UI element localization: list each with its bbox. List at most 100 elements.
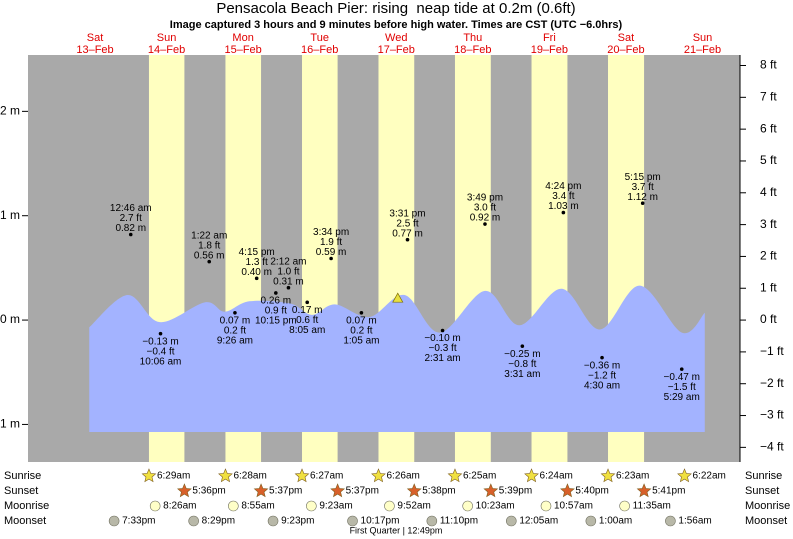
moonset-icon [665, 515, 676, 527]
row-label: Moonset [4, 515, 46, 527]
moonrise-icon [619, 500, 630, 512]
moonrise-icon [228, 500, 239, 512]
y2-tick-label: 1 ft [760, 280, 777, 294]
weekday-label: Fri [543, 32, 556, 44]
sunset-icon [253, 483, 269, 498]
moonrise-icon [149, 500, 161, 512]
extreme-dot [483, 222, 487, 226]
sunset-time: 5:39pm [499, 486, 532, 497]
moonrise-icon [540, 500, 552, 512]
extreme-label: 0.26 m [261, 296, 292, 307]
extreme-label: 1.0 ft [277, 266, 299, 277]
sunrise-icon [218, 468, 233, 483]
extreme-label: 5:15 pm [625, 172, 661, 183]
sunrise-time: 6:28am [233, 471, 266, 482]
extreme-label: −0.36 m [584, 360, 620, 371]
chart-title: Pensacola Beach Pier: rising neap tide a… [216, 0, 575, 17]
row-label: Sunrise [4, 470, 41, 482]
y-tick-label: 0 m [0, 312, 20, 326]
extreme-label: 10:06 am [140, 356, 182, 367]
extreme-label: 3.4 ft [552, 191, 574, 202]
extreme-label: 4:15 pm [239, 247, 275, 258]
extreme-label: 0.9 ft [265, 306, 287, 317]
y2-tick-label: 4 ft [760, 185, 777, 199]
sunset-time: 5:38pm [422, 486, 455, 497]
date-label: 14–Feb [148, 44, 185, 56]
extreme-label: 0.59 m [316, 247, 347, 258]
moonset-time: 1:00am [599, 516, 632, 527]
weekday-label: Sat [618, 32, 635, 44]
extreme-label: 3.0 ft [474, 203, 496, 214]
extreme-label: 0.6 ft [296, 315, 318, 326]
moonset-time: 9:23pm [281, 516, 314, 527]
extreme-label: 0.56 m [194, 250, 225, 261]
moonset-time: 8:29pm [202, 516, 235, 527]
extreme-label: 12:46 am [110, 203, 152, 214]
extreme-label: 5:29 am [664, 392, 700, 403]
date-label: 21–Feb [684, 44, 721, 56]
extreme-label: 1.3 ft [246, 257, 268, 268]
date-label: 19–Feb [531, 44, 568, 56]
extreme-dot [286, 285, 291, 290]
extreme-dot [128, 232, 133, 237]
sunset-icon [330, 483, 346, 498]
row-label: Moonrise [4, 500, 49, 512]
sunrise-time: 6:23am [616, 471, 649, 482]
extreme-label: 1:22 am [191, 230, 227, 241]
extreme-dot [359, 310, 364, 315]
extreme-dot [440, 328, 445, 333]
sunset-icon [177, 483, 192, 498]
extreme-dot [274, 291, 278, 295]
extreme-label: −1.2 ft [588, 370, 616, 381]
extreme-label: 0.40 m [241, 267, 272, 278]
extreme-label: 4:24 pm [545, 181, 581, 192]
sunrise-time: 6:24am [540, 471, 573, 482]
moonrise-time: 9:52am [397, 501, 430, 512]
sunrise-time: 6:22am [692, 471, 725, 482]
y2-tick-label: 6 ft [760, 121, 777, 135]
extreme-label: −1.5 ft [668, 382, 696, 393]
y2-tick-label: −1 ft [760, 344, 784, 358]
extreme-label: 2.5 ft [396, 218, 418, 229]
extreme-label: 1:05 am [343, 335, 379, 346]
extreme-label: 0.31 m [273, 276, 304, 287]
extreme-label: 1.9 ft [320, 237, 342, 248]
moonrise-time: 8:55am [241, 501, 274, 512]
date-label: 17–Feb [378, 44, 415, 56]
sunset-time: 5:37pm [269, 486, 302, 497]
extreme-label: 1.8 ft [198, 240, 220, 251]
extreme-label: −0.3 ft [429, 343, 457, 354]
weekday-label: Sat [87, 32, 104, 44]
y2-tick-label: −2 ft [760, 376, 784, 390]
row-label: Moonrise [745, 500, 790, 512]
extreme-label: −0.8 ft [508, 359, 536, 370]
moonset-time: 11:10pm [440, 516, 478, 527]
y2-tick-label: 7 ft [760, 89, 777, 103]
date-label: 16–Feb [301, 44, 338, 56]
extreme-dot [158, 331, 163, 336]
extreme-label: 0.07 m [220, 315, 251, 326]
moonrise-time: 10:57am [554, 501, 593, 512]
weekday-label: Wed [385, 32, 407, 44]
extreme-label: 3:31 pm [389, 208, 425, 219]
sunrise-icon [294, 468, 310, 483]
weekday-label: Mon [232, 32, 253, 44]
extreme-label: 3:31 am [504, 369, 540, 380]
moonset-icon [426, 515, 438, 527]
extreme-label: −0.4 ft [146, 346, 174, 357]
extreme-label: 0.92 m [470, 213, 501, 224]
extreme-dot [329, 256, 333, 261]
extreme-label: 0.07 m [346, 315, 377, 326]
sunrise-icon [447, 468, 463, 483]
date-label: 15–Feb [224, 44, 261, 56]
extreme-dot [520, 344, 525, 348]
sunrise-time: 6:29am [157, 471, 190, 482]
extreme-label: 2:12 am [270, 256, 306, 267]
extreme-label: 8:05 am [289, 325, 325, 336]
extreme-dot [207, 259, 212, 264]
extreme-label: 1.03 m [548, 201, 579, 212]
extreme-dot [640, 201, 645, 205]
weekday-label: Tue [310, 32, 329, 44]
y2-tick-label: 5 ft [760, 153, 777, 167]
